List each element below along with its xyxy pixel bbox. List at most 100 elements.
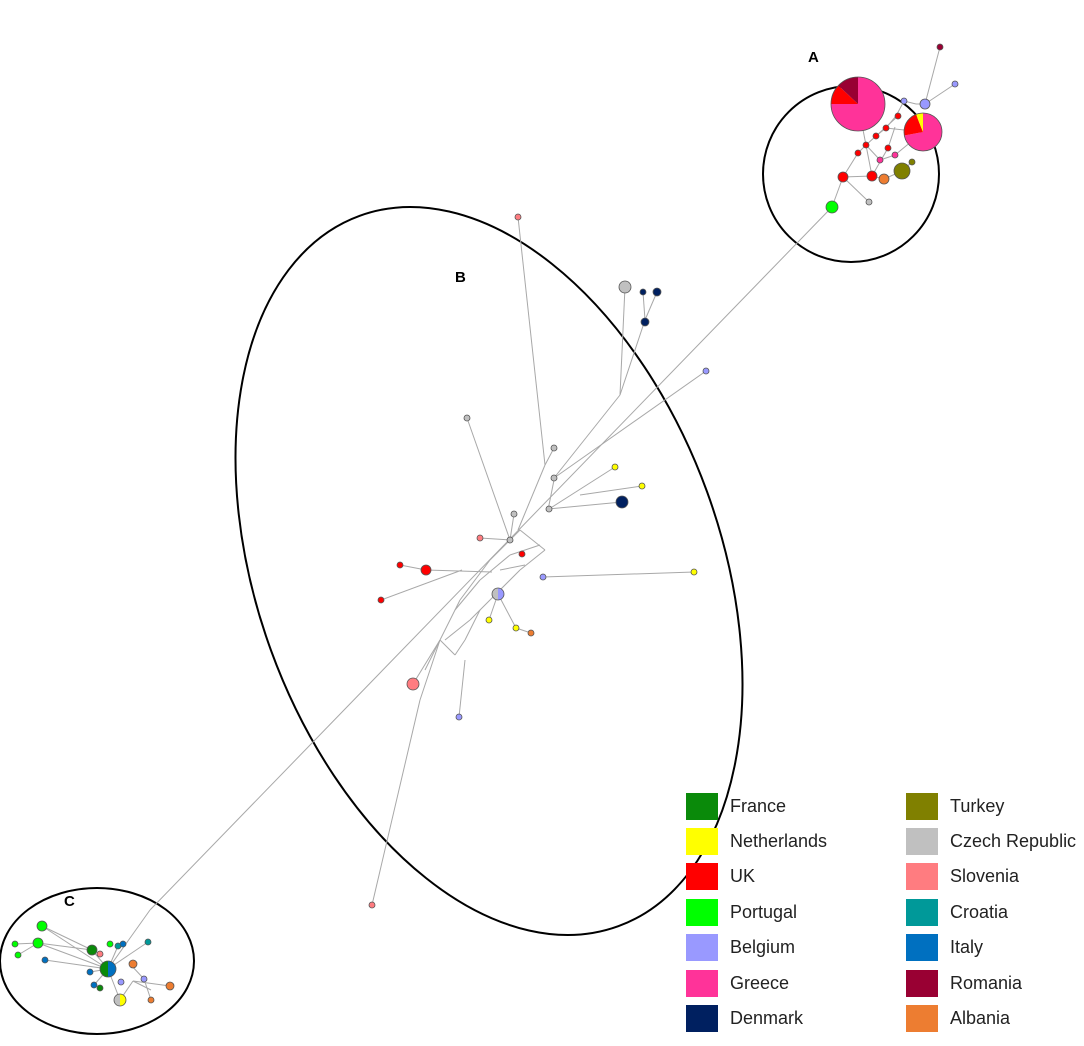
legend-label: Slovenia — [950, 866, 1020, 887]
node-circle — [165, 981, 175, 991]
node-circle — [96, 950, 104, 958]
node-slice — [904, 113, 943, 151]
node-circle — [894, 112, 902, 120]
network-edge — [499, 569, 521, 591]
node-circle — [420, 564, 432, 576]
haplotype-node — [652, 287, 662, 297]
network-edge — [479, 554, 511, 581]
cluster-c-outline — [0, 887, 195, 1035]
legend-swatch — [686, 863, 718, 891]
haplotype-node — [128, 959, 138, 969]
node-circle — [690, 568, 698, 576]
haplotype-node — [919, 98, 931, 110]
legend-item: Portugal — [686, 898, 797, 926]
node-slice — [498, 588, 504, 600]
network-edge — [132, 980, 152, 991]
haplotype-node — [485, 616, 493, 624]
legend-swatch — [906, 934, 938, 962]
node-circle — [90, 981, 98, 989]
node-circle — [476, 534, 484, 542]
network-edge — [553, 370, 707, 479]
haplotype-node — [639, 288, 647, 296]
cluster-outlines — [0, 85, 940, 1035]
network-nodes — [11, 43, 959, 1007]
cluster-b-outline — [234, 206, 744, 936]
network-edge — [37, 942, 93, 951]
network-edge — [924, 83, 956, 105]
node-circle — [140, 975, 148, 983]
legend-label: Czech Republic — [950, 830, 1077, 851]
haplotype-node — [862, 141, 870, 149]
node-circle — [893, 162, 911, 180]
network-edge — [499, 564, 526, 571]
legend-label: Italy — [950, 937, 984, 958]
node-circle — [837, 171, 849, 183]
haplotype-node — [106, 940, 114, 948]
node-circle — [377, 596, 385, 604]
node-circle — [611, 463, 619, 471]
haplotype-node — [539, 573, 547, 581]
legend-label: Portugal — [730, 901, 798, 922]
node-circle — [891, 151, 899, 159]
network-edge — [619, 319, 646, 396]
legend-swatch — [686, 969, 718, 997]
node-outline — [99, 960, 117, 978]
legend-item: Slovenia — [906, 863, 1019, 891]
legend-swatch — [906, 827, 938, 855]
haplotype-node — [147, 996, 155, 1004]
legend-swatch — [906, 863, 938, 891]
legend-item: Turkey — [906, 792, 1004, 820]
haplotype-node — [872, 132, 880, 140]
haplotype-node — [893, 162, 911, 180]
network-edge — [380, 569, 463, 601]
legend-swatch — [906, 792, 938, 820]
node-circle — [640, 317, 650, 327]
node-outline — [903, 112, 943, 152]
legend-item: Netherlands — [686, 827, 827, 855]
node-circle — [884, 144, 892, 152]
node-circle — [32, 937, 44, 949]
node-circle — [506, 536, 514, 544]
legend-swatch — [906, 969, 938, 997]
haplotype-node — [514, 213, 522, 221]
network-edge — [519, 549, 546, 571]
network-edge — [924, 46, 941, 105]
haplotype-node — [455, 713, 463, 721]
network-edge — [517, 216, 546, 466]
legend-swatch — [686, 792, 718, 820]
legend-item: UK — [686, 863, 755, 891]
haplotype-node — [117, 978, 125, 986]
node-circle — [119, 940, 127, 948]
node-circle — [878, 173, 890, 185]
haplotype-node — [615, 495, 629, 509]
haplotype-node — [936, 43, 944, 51]
legend-item: Albania — [906, 1004, 1010, 1032]
legend-label: Greece — [730, 972, 790, 993]
haplotype-node — [377, 596, 385, 604]
node-slice — [838, 77, 858, 104]
node-circle — [144, 938, 152, 946]
node-circle — [485, 616, 493, 624]
haplotype-node — [876, 156, 884, 164]
haplotype-node — [825, 200, 839, 214]
haplotype-node — [854, 149, 862, 157]
node-circle — [702, 367, 710, 375]
network-edge — [454, 579, 481, 611]
node-outline — [491, 587, 505, 601]
legend-label: Romania — [950, 972, 1023, 993]
legend-item: Czech Republic — [906, 827, 1076, 855]
node-circle — [854, 149, 862, 157]
node-circle — [615, 495, 629, 509]
node-circle — [86, 968, 94, 976]
legend-swatch — [906, 1004, 938, 1032]
network-edge — [548, 466, 616, 510]
node-circle — [117, 978, 125, 986]
haplotype-node — [476, 534, 484, 542]
haplotype-node — [11, 940, 19, 948]
legend-label: Albania — [950, 1007, 1011, 1028]
node-circle — [550, 474, 558, 482]
network-edge — [547, 501, 623, 510]
network-edge — [41, 925, 109, 970]
legend-item: Croatia — [906, 898, 1008, 926]
node-circle — [512, 624, 520, 632]
